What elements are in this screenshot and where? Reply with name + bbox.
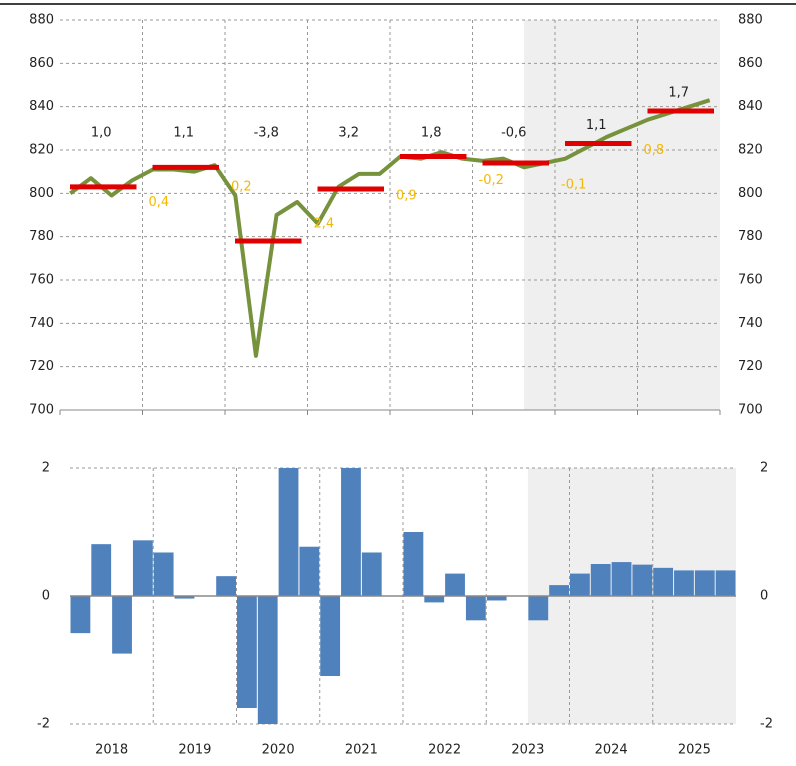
y2-tick-label: 700 xyxy=(738,403,763,418)
bar xyxy=(653,567,674,596)
y-tick-label: 820 xyxy=(29,143,54,158)
carry-over-label: -0,2 xyxy=(479,173,504,188)
carry-over-label: 0,8 xyxy=(644,143,665,158)
annual-growth-label: 1,7 xyxy=(668,86,689,101)
bar xyxy=(132,540,153,596)
bar xyxy=(590,564,611,596)
bar xyxy=(465,596,486,621)
y2-tick-label: 860 xyxy=(738,56,763,71)
bar xyxy=(486,596,507,601)
y-tick-label: 860 xyxy=(29,56,54,71)
carry-over-label: -0,1 xyxy=(561,178,586,193)
y-tick-label: 0 xyxy=(42,589,50,604)
y-tick-label: 760 xyxy=(29,273,54,288)
annual-growth-label: -3,8 xyxy=(254,126,279,141)
y-tick-label: 740 xyxy=(29,316,54,331)
bar xyxy=(549,585,569,596)
bar xyxy=(694,570,715,596)
bar xyxy=(174,596,195,599)
x-tick-label: 2022 xyxy=(428,743,461,758)
y-tick-label: 800 xyxy=(29,186,54,201)
y2-tick-label: 2 xyxy=(760,461,768,476)
bar xyxy=(403,532,424,596)
bar xyxy=(424,596,445,603)
annual-growth-label: 1,1 xyxy=(173,126,194,141)
bar xyxy=(299,546,320,596)
carry-over-label: 0,9 xyxy=(396,188,417,203)
bar xyxy=(674,570,694,596)
bar xyxy=(91,544,112,596)
x-tick-label: 2018 xyxy=(95,743,128,758)
annual-growth-label: 1,1 xyxy=(586,118,607,133)
x-tick-label: 2020 xyxy=(262,743,295,758)
y-tick-label: -2 xyxy=(37,717,50,732)
bar xyxy=(341,468,361,596)
y2-tick-label: 800 xyxy=(738,186,763,201)
y-tick-label: 780 xyxy=(29,229,54,244)
y-tick-label: 700 xyxy=(29,403,54,418)
y2-tick-label: 820 xyxy=(738,143,763,158)
y2-tick-label: 760 xyxy=(738,273,763,288)
y2-tick-label: 720 xyxy=(738,359,763,374)
x-tick-label: 2019 xyxy=(178,743,211,758)
annual-growth-label: -0,6 xyxy=(501,126,526,141)
y2-tick-label: 840 xyxy=(738,99,763,114)
carry-over-label: 2,4 xyxy=(314,217,335,232)
bar xyxy=(237,596,257,708)
annual-growth-label: 1,8 xyxy=(421,126,442,141)
y2-tick-label: 740 xyxy=(738,316,763,331)
bar xyxy=(361,552,382,596)
data-line xyxy=(69,98,711,358)
y2-tick-label: -2 xyxy=(760,717,773,732)
y-tick-label: 720 xyxy=(29,359,54,374)
bar xyxy=(112,596,132,654)
bar xyxy=(528,596,549,621)
y-tick-label: 880 xyxy=(29,13,54,28)
y2-tick-label: 780 xyxy=(738,229,763,244)
y2-tick-label: 880 xyxy=(738,13,763,28)
bar xyxy=(153,552,174,596)
x-tick-label: 2023 xyxy=(511,743,544,758)
bar xyxy=(632,564,653,596)
carry-over-label: 0,4 xyxy=(149,195,170,210)
bar xyxy=(445,573,465,596)
bar xyxy=(611,562,632,596)
bar xyxy=(320,596,341,676)
annual-growth-label: 1,0 xyxy=(91,126,112,141)
x-tick-label: 2024 xyxy=(595,743,628,758)
bar xyxy=(715,570,736,596)
x-tick-label: 2021 xyxy=(345,743,378,758)
x-tick-label: 2025 xyxy=(678,743,711,758)
bar xyxy=(70,596,91,634)
bar xyxy=(278,468,299,596)
annual-growth-label: 3,2 xyxy=(338,126,359,141)
y-tick-label: 840 xyxy=(29,99,54,114)
bar xyxy=(257,596,278,724)
y-tick-label: 2 xyxy=(42,461,50,476)
carry-over-label: 0,2 xyxy=(231,180,252,195)
forecast-shade xyxy=(524,20,720,410)
y2-tick-label: 0 xyxy=(760,589,768,604)
bar xyxy=(570,573,590,596)
bar xyxy=(216,576,236,596)
